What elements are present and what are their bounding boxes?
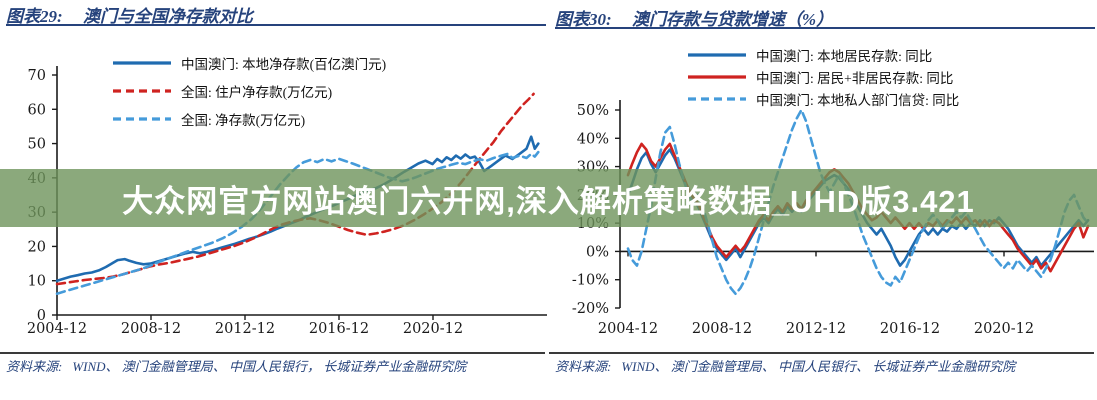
- legend-item: 中国澳门: 本地净存款(百亿澳门元): [112, 49, 386, 77]
- right-x-tick-label: 2020-12: [974, 321, 1034, 337]
- right-x-tick-label: 2004-12: [598, 321, 658, 337]
- legend-line-swatch: [688, 75, 746, 79]
- right-x-tick-label: 2016-12: [880, 321, 940, 337]
- right-y-tick-label: 50%: [577, 103, 609, 119]
- left-x-tick-label: 2016-12: [309, 321, 369, 337]
- legend-line-swatch: [688, 97, 746, 101]
- legend-line-swatch: [113, 61, 171, 65]
- source-text: WIND、 澳门金融管理局、 中国人民银行， 长城证券产业金融研究院: [72, 359, 467, 374]
- right-chart-title: 澳门存款与贷款增速（%）: [631, 10, 834, 29]
- legend-line-swatch: [113, 89, 171, 93]
- right-x-tick-label: 2012-12: [786, 321, 846, 337]
- left-x-tick-label: 2008-12: [121, 321, 181, 337]
- legend-item: 全国: 住户净存款(万亿元): [112, 77, 386, 105]
- left-series-2: [55, 150, 540, 296]
- right-chart-source: 资料来源: WIND、 澳门金融管理局、 中国人民银行、 长城证券产业金融研究院: [549, 352, 1094, 377]
- right-y-tick-label: 0%: [586, 244, 609, 260]
- left-x-tick-label: 2004-12: [27, 321, 87, 337]
- right-y-tick-label: -10%: [572, 273, 609, 289]
- source-label: 资料来源:: [6, 359, 63, 374]
- promo-banner-text: 大众网官方网站澳门六开网,深入解析策略数据_UHD版3.421: [122, 183, 975, 219]
- legend-item: 中国澳门: 本地私人部门信贷: 同比: [687, 88, 959, 110]
- right-y-tick-label: -20%: [572, 301, 609, 317]
- legend-line-swatch: [113, 117, 171, 121]
- left-x-tick-label: 2012-12: [215, 321, 275, 337]
- left-chart-legend: 中国澳门: 本地净存款(百亿澳门元) 全国: 住户净存款(万亿元) 全国: 净存款(…: [112, 49, 386, 133]
- right-y-tick-label: 40%: [577, 131, 609, 147]
- left-y-tick-label: 20: [28, 239, 46, 255]
- left-y-tick-label: 0: [37, 308, 46, 324]
- legend-label: 中国澳门: 本地居民存款: 同比: [756, 49, 933, 64]
- legend-item: 中国澳门: 居民+非居民存款: 同比: [687, 66, 959, 88]
- source-text: WIND、 澳门金融管理局、 中国人民银行、 长城证券产业金融研究院: [621, 359, 1016, 374]
- source-label: 资料来源:: [555, 359, 612, 374]
- left-y-tick-label: 50: [28, 137, 46, 153]
- left-x-tick-label: 2020-12: [403, 321, 463, 337]
- left-chart-title-row: 图表29: 澳门与全国净存款对比: [6, 2, 546, 26]
- legend-item: 中国澳门: 本地居民存款: 同比: [687, 44, 959, 66]
- left-chart-source: 资料来源: WIND、 澳门金融管理局、 中国人民银行， 长城证券产业金融研究院: [0, 352, 545, 377]
- left-y-tick-label: 10: [28, 274, 46, 290]
- right-x-tick-label: 2008-12: [692, 321, 752, 337]
- right-chart-label: 图表30:: [555, 10, 612, 29]
- legend-label: 中国澳门: 本地净存款(百亿澳门元): [181, 57, 387, 72]
- legend-item: 全国: 净存款(万亿元): [112, 105, 386, 133]
- left-chart-label: 图表29:: [6, 7, 63, 26]
- legend-line-swatch: [688, 53, 746, 57]
- promo-banner-overlay[interactable]: 大众网官方网站澳门六开网,深入解析策略数据_UHD版3.421: [0, 169, 1097, 227]
- right-chart-title-row: 图表30: 澳门存款与贷款增速（%）: [555, 5, 1095, 29]
- legend-label: 全国: 净存款(万亿元): [181, 113, 306, 128]
- left-y-tick-label: 70: [28, 68, 46, 84]
- left-y-tick-label: 60: [28, 102, 46, 118]
- legend-label: 全国: 住户净存款(万亿元): [181, 85, 333, 100]
- legend-label: 中国澳门: 本地私人部门信贷: 同比: [756, 93, 960, 108]
- legend-label: 中国澳门: 居民+非居民存款: 同比: [756, 71, 954, 86]
- right-chart-panel: 图表30: 澳门存款与贷款增速（%） 中国澳门: 本地居民存款: 同比 中国澳门:…: [549, 0, 1097, 400]
- left-chart-title: 澳门与全国净存款对比: [82, 7, 253, 26]
- right-chart-legend: 中国澳门: 本地居民存款: 同比中国澳门: 居民+非居民存款: 同比 中国澳门: …: [687, 44, 959, 110]
